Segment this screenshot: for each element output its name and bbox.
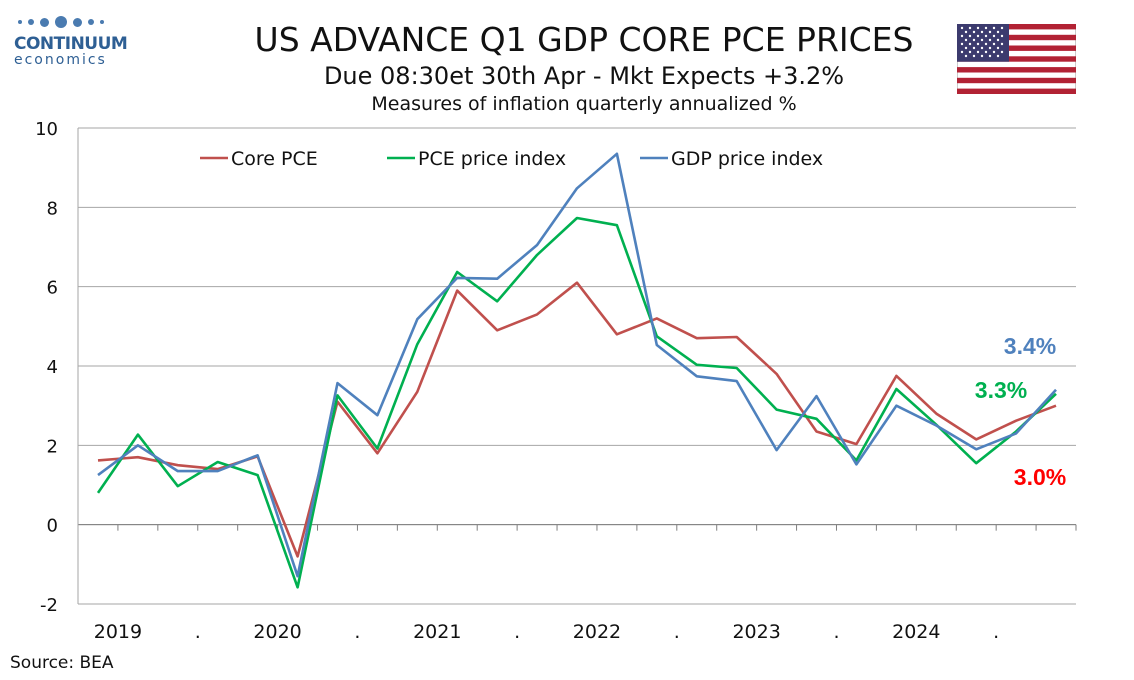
y-tick-label: 10	[35, 119, 58, 140]
y-tick-label: 2	[47, 436, 58, 457]
value-annotation: 3.0%	[1014, 464, 1066, 490]
y-tick-label: 8	[47, 198, 58, 219]
chart-subtitle-measures: Measures of inflation quarterly annualiz…	[371, 93, 797, 115]
x-tick-label: 2020	[253, 621, 301, 643]
logo-name: CONTINUUM	[14, 34, 128, 54]
value-annotation: 3.4%	[1004, 333, 1056, 359]
series-line-gdp-price-index	[97, 152, 1057, 578]
legend-label: PCE price index	[418, 148, 566, 170]
logo-sub: economics	[14, 52, 107, 68]
x-tick-label: 2019	[94, 621, 142, 643]
x-tick-label: 2022	[573, 621, 621, 643]
continuum-logo: CONTINUUM economics	[14, 14, 134, 68]
us-flag-icon	[957, 24, 1076, 94]
y-tick-label: 0	[47, 516, 58, 537]
legend-label: Core PCE	[231, 148, 318, 170]
y-tick-label: 6	[47, 278, 58, 299]
x-tick-label: 2023	[732, 621, 780, 643]
x-tick-label: .	[993, 621, 999, 643]
x-tick-label: .	[514, 621, 520, 643]
x-tick-label: 2024	[892, 621, 940, 643]
y-tick-label: 4	[47, 357, 58, 378]
series-line-core-pce	[97, 281, 1057, 558]
chart-subtitle: Due 08:30et 30th Apr - Mkt Expects +3.2%	[323, 62, 845, 90]
x-tick-label: 2021	[413, 621, 461, 643]
x-tick-label: .	[674, 621, 680, 643]
x-tick-label: .	[833, 621, 839, 643]
series-line-pce-price-index	[96, 216, 1057, 589]
logo-dots-icon	[18, 14, 134, 30]
value-annotation: 3.3%	[975, 377, 1027, 403]
chart-title: US ADVANCE Q1 GDP CORE PCE PRICES	[254, 20, 914, 59]
x-tick-label: .	[195, 621, 201, 643]
legend-label: GDP price index	[671, 148, 823, 170]
x-tick-label: .	[354, 621, 360, 643]
y-tick-label: -2	[40, 595, 58, 616]
source-note: Source: BEA	[10, 653, 114, 673]
